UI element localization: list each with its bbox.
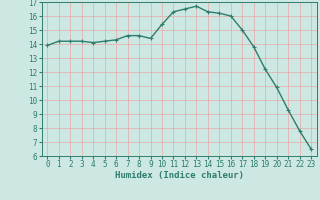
- X-axis label: Humidex (Indice chaleur): Humidex (Indice chaleur): [115, 171, 244, 180]
